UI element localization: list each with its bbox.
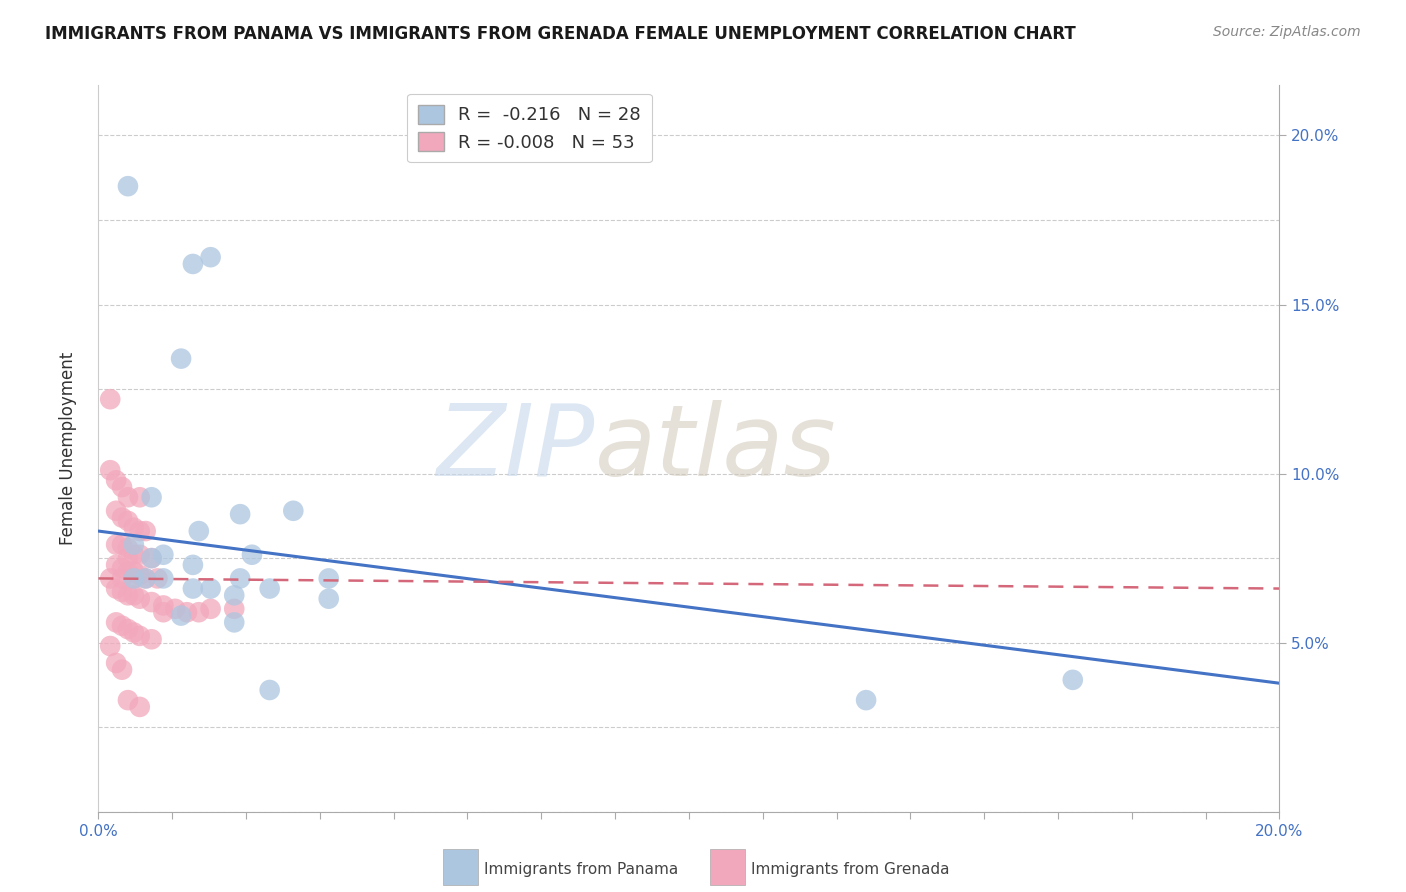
- Y-axis label: Female Unemployment: Female Unemployment: [59, 351, 77, 545]
- Point: [283, 504, 305, 518]
- Point: [111, 619, 134, 633]
- Point: [111, 480, 134, 494]
- Point: [200, 250, 222, 264]
- Point: [122, 571, 145, 585]
- Point: [135, 571, 157, 585]
- Text: ZIP: ZIP: [436, 400, 595, 497]
- Point: [105, 504, 128, 518]
- Text: Immigrants from Grenada: Immigrants from Grenada: [751, 863, 949, 877]
- Point: [229, 507, 252, 521]
- Point: [117, 622, 139, 636]
- Point: [128, 568, 150, 582]
- Point: [117, 541, 139, 555]
- Point: [200, 602, 222, 616]
- Point: [117, 693, 139, 707]
- Point: [259, 582, 281, 596]
- Point: [105, 615, 128, 630]
- Text: IMMIGRANTS FROM PANAMA VS IMMIGRANTS FROM GRENADA FEMALE UNEMPLOYMENT CORRELATIO: IMMIGRANTS FROM PANAMA VS IMMIGRANTS FRO…: [45, 25, 1076, 43]
- Point: [170, 351, 193, 366]
- Point: [105, 474, 128, 488]
- Point: [122, 625, 145, 640]
- Point: [128, 699, 150, 714]
- Point: [98, 392, 121, 407]
- Point: [135, 524, 157, 538]
- Point: [152, 599, 174, 613]
- Point: [152, 571, 174, 585]
- Point: [318, 591, 340, 606]
- Point: [200, 582, 222, 596]
- Point: [122, 565, 145, 579]
- Point: [187, 605, 209, 619]
- Point: [111, 585, 134, 599]
- Point: [224, 615, 246, 630]
- Point: [105, 558, 128, 572]
- Point: [105, 656, 128, 670]
- Point: [122, 538, 145, 552]
- Point: [259, 683, 281, 698]
- Point: [152, 605, 174, 619]
- Point: [224, 588, 246, 602]
- Point: [128, 548, 150, 562]
- Point: [128, 524, 150, 538]
- Point: [170, 608, 193, 623]
- Legend: R =  -0.216   N = 28, R = -0.008   N = 53: R = -0.216 N = 28, R = -0.008 N = 53: [408, 94, 651, 162]
- Point: [181, 558, 204, 572]
- Text: Source: ZipAtlas.com: Source: ZipAtlas.com: [1213, 25, 1361, 39]
- Point: [224, 602, 246, 616]
- Point: [141, 490, 163, 504]
- Point: [187, 524, 209, 538]
- Text: atlas: atlas: [595, 400, 837, 497]
- Point: [141, 551, 163, 566]
- Point: [122, 588, 145, 602]
- Point: [122, 521, 145, 535]
- Point: [141, 632, 163, 647]
- Point: [318, 571, 340, 585]
- Point: [181, 582, 204, 596]
- Point: [117, 588, 139, 602]
- Point: [855, 693, 877, 707]
- Point: [152, 548, 174, 562]
- Point: [98, 571, 121, 585]
- Point: [181, 257, 204, 271]
- Point: [141, 551, 163, 566]
- Point: [111, 510, 134, 524]
- Point: [122, 571, 145, 585]
- Point: [240, 548, 263, 562]
- Point: [128, 490, 150, 504]
- Point: [229, 571, 252, 585]
- Point: [117, 565, 139, 579]
- Point: [141, 595, 163, 609]
- Text: Immigrants from Panama: Immigrants from Panama: [484, 863, 678, 877]
- Point: [98, 463, 121, 477]
- Point: [105, 538, 128, 552]
- Point: [117, 514, 139, 528]
- Point: [165, 602, 187, 616]
- Point: [98, 639, 121, 653]
- Point: [117, 551, 139, 566]
- Point: [111, 538, 134, 552]
- Point: [128, 591, 150, 606]
- Point: [105, 582, 128, 596]
- Point: [117, 179, 139, 194]
- Point: [111, 561, 134, 575]
- Point: [111, 571, 134, 585]
- Point: [128, 629, 150, 643]
- Point: [1062, 673, 1084, 687]
- Point: [146, 571, 169, 585]
- Point: [117, 490, 139, 504]
- Point: [122, 548, 145, 562]
- Point: [111, 663, 134, 677]
- Point: [176, 605, 198, 619]
- Point: [135, 571, 157, 585]
